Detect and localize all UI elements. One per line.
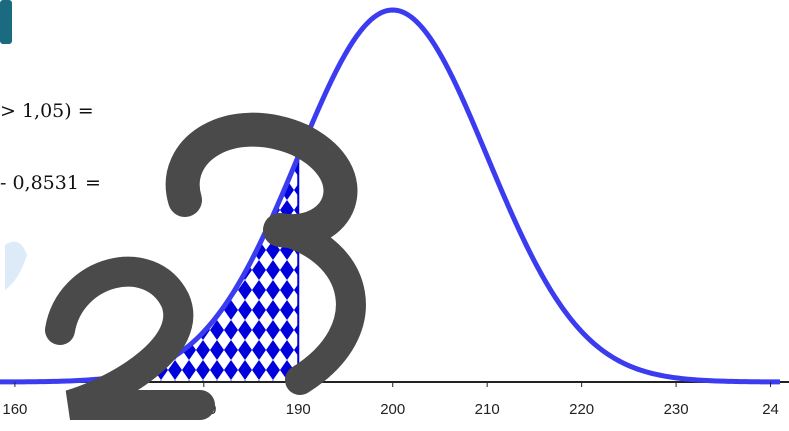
annotation: - 0,8531 = [0, 172, 101, 194]
shaded-area [0, 156, 299, 382]
corner-button [0, 0, 12, 44]
annotation: > 1,05) = [0, 100, 94, 122]
density-curve [0, 7, 781, 385]
x-tick-label: 200 [380, 401, 405, 418]
x-tick-label: 24 [762, 401, 779, 418]
watermark [45, 112, 366, 420]
x-tick-label: 210 [475, 401, 500, 418]
x-tick-label: 160 [2, 401, 27, 418]
x-tick-label: 190 [286, 401, 311, 418]
x-tick-label: 220 [569, 401, 594, 418]
faint-shape [5, 241, 27, 290]
x-tick-label: 230 [664, 401, 689, 418]
